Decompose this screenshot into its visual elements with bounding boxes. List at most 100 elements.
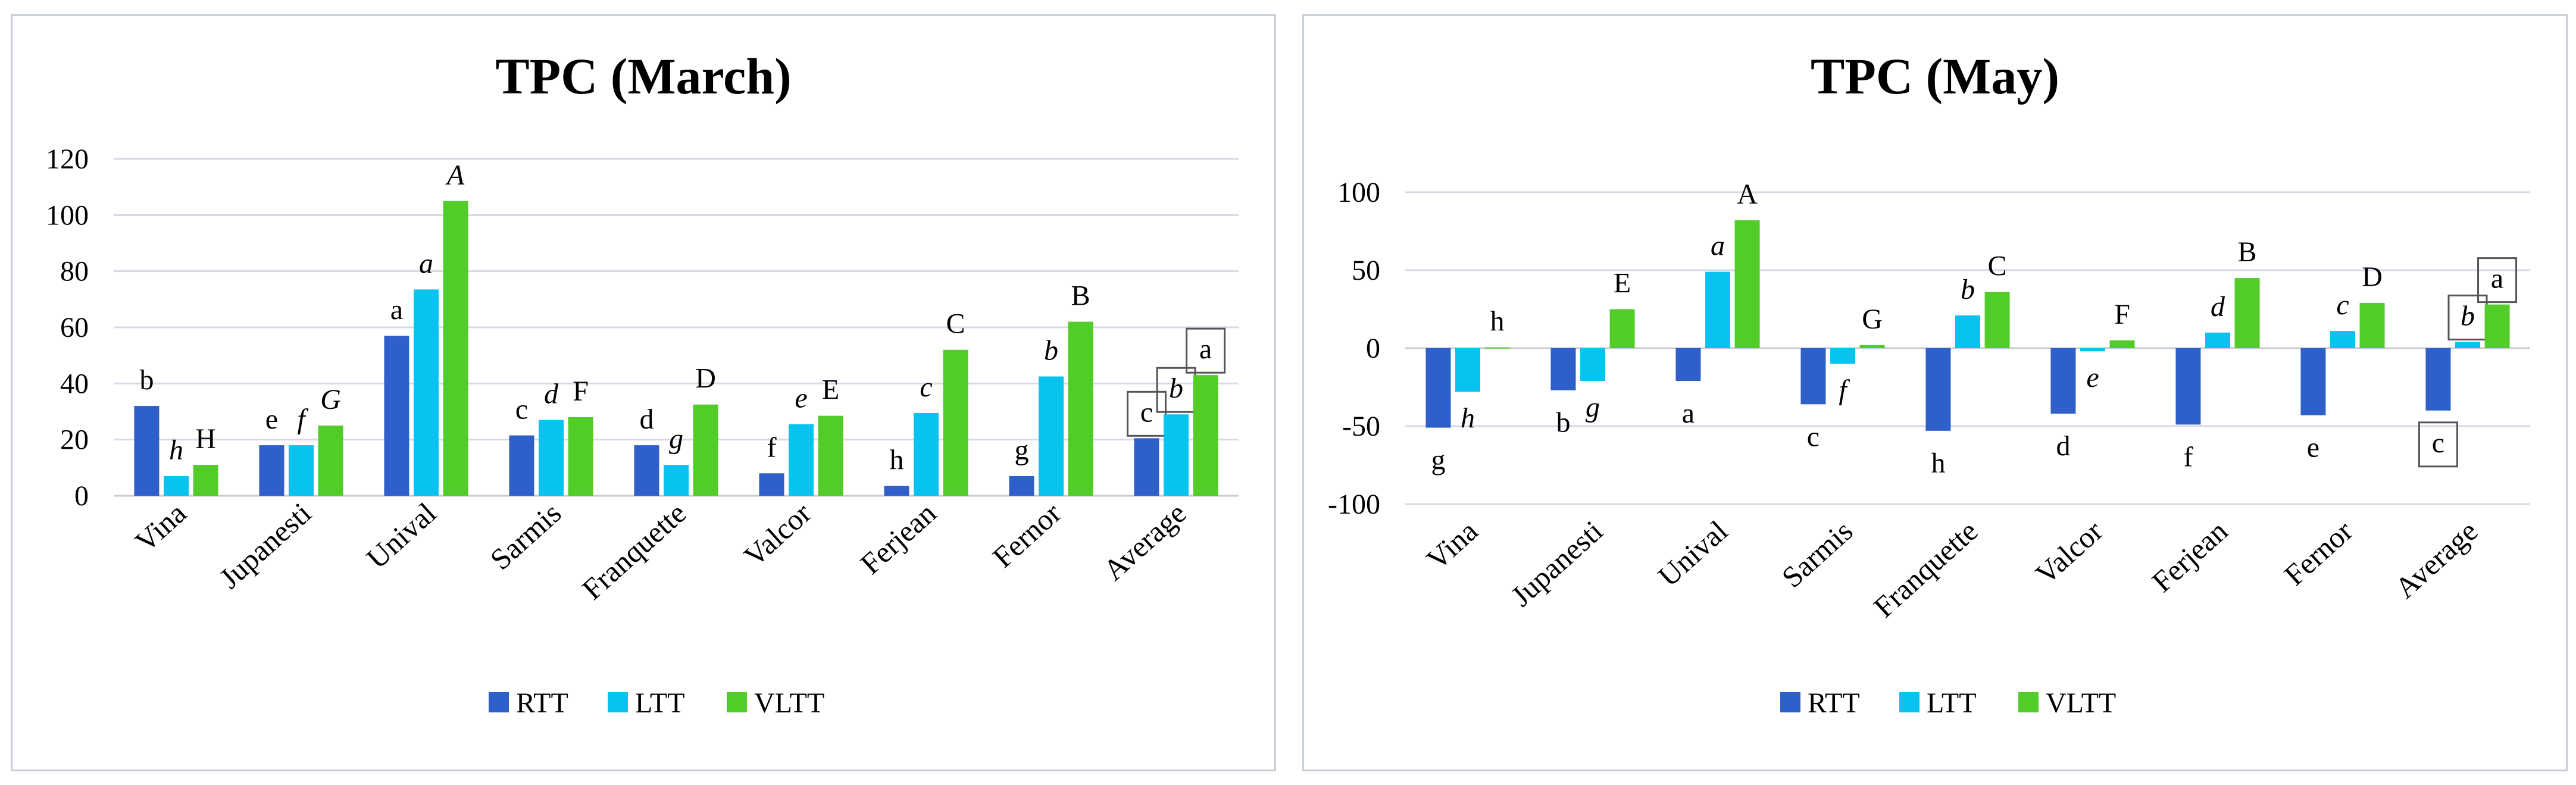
bar-vltt (1068, 321, 1093, 496)
y-tick-label: 0 (74, 480, 89, 512)
y-tick-label: 80 (60, 256, 89, 287)
significance-letter: h (889, 444, 904, 476)
bar-ltt (914, 412, 939, 496)
bar-ltt (1039, 376, 1064, 496)
legend-label-rtt: RTT (516, 687, 568, 719)
y-tick-label: 100 (46, 199, 89, 231)
bar-vltt (193, 465, 218, 496)
x-category-label: Unival (1652, 514, 1734, 593)
significance-letter: g (1431, 445, 1445, 476)
x-category-label: Franquette (1867, 514, 1984, 624)
bar-vltt (568, 417, 593, 496)
bar-vltt (2109, 340, 2135, 348)
bar-rtt (759, 473, 784, 496)
bar-ltt (2330, 331, 2355, 348)
bar-rtt (134, 406, 160, 496)
legend-swatch-rtt (1780, 692, 1800, 712)
significance-letter: D (695, 363, 716, 395)
significance-letter: c (2432, 427, 2444, 459)
x-category-label: Franquette (576, 496, 692, 606)
bar-ltt (1580, 348, 1605, 381)
x-category-label: Sarmis (484, 496, 568, 577)
bar-ltt (2205, 332, 2230, 348)
significance-letter: d (639, 404, 654, 435)
bar-vltt (1484, 347, 1510, 349)
significance-letter: f (2183, 441, 2193, 473)
x-category-label: Sarmis (1775, 514, 1859, 595)
legend-label-vltt: VLTT (754, 687, 824, 719)
significance-letter: A (445, 159, 465, 191)
significance-letter: e (2307, 432, 2319, 464)
significance-letter: C (1988, 251, 2007, 282)
significance-letter: c (1140, 396, 1153, 428)
significance-letter: a (390, 294, 403, 326)
letter-box (2418, 421, 2458, 468)
significance-letter: G (1862, 304, 1883, 335)
significance-letter: b (1044, 335, 1058, 367)
x-category-label: Ferjean (854, 496, 942, 581)
y-tick-label: -50 (1342, 411, 1380, 442)
bar-rtt (1675, 348, 1701, 381)
y-tick-label: 20 (60, 424, 89, 456)
significance-letter: f (767, 431, 776, 463)
y-tick-label: 60 (60, 312, 89, 343)
significance-letter: D (2362, 261, 2383, 293)
bar-vltt (318, 426, 343, 496)
x-category-label: Unival (360, 496, 443, 576)
bar-rtt (384, 336, 409, 496)
significance-letter: c (515, 394, 528, 426)
x-category-label: Ferjean (2145, 514, 2234, 599)
bar-vltt (2359, 303, 2385, 348)
bar-rtt (509, 435, 534, 496)
legend-label-ltt: LTT (1927, 687, 1977, 719)
letter-box (2477, 257, 2518, 304)
significance-letter: h (1490, 306, 1505, 337)
y-tick-label: 50 (1352, 255, 1380, 286)
bar-rtt (2050, 348, 2076, 414)
bar-ltt (1955, 315, 1980, 348)
significance-letter: b (1961, 274, 1975, 305)
significance-letter: h (1461, 402, 1475, 434)
chart-panel-march: TPC (March) 0 20 40 60 80 100 120 b e a c d f h g c h f a d… (11, 14, 1276, 771)
bar-rtt (1800, 348, 1826, 405)
significance-letter: G (320, 384, 341, 415)
x-category-label: Vina (129, 496, 192, 559)
significance-letter: a (2491, 263, 2503, 295)
significance-letter: f (297, 404, 308, 435)
legend-label-ltt: LTT (635, 687, 685, 719)
x-category-label: Average (2389, 514, 2484, 605)
legend-swatch-vltt (727, 692, 747, 712)
x-category-label: Average (1097, 496, 1193, 587)
y-tick-label: 100 (1337, 177, 1380, 208)
legend-label-vltt: VLTT (2046, 687, 2116, 719)
legend-label-rtt: RTT (1808, 687, 1860, 719)
bar-vltt (1859, 345, 1885, 348)
significance-letter: h (169, 434, 183, 466)
significance-letter: h (1931, 448, 1945, 479)
bar-rtt (1009, 476, 1034, 496)
significance-letter: F (573, 376, 589, 407)
significance-letter: E (822, 374, 839, 406)
significance-letter: c (1807, 421, 1820, 452)
bar-ltt (164, 476, 189, 496)
significance-letter: g (1586, 392, 1600, 423)
x-category-label: Valcor (737, 496, 818, 573)
significance-letter: a (1199, 333, 1212, 365)
bar-rtt (634, 445, 659, 496)
bar-rtt (1550, 348, 1576, 390)
significance-letter: H (195, 423, 216, 455)
bar-vltt (1984, 292, 2010, 348)
significance-letter: a (1711, 230, 1725, 262)
bar-vltt (2484, 304, 2510, 348)
significance-letter: e (265, 404, 278, 435)
bar-ltt (414, 289, 439, 496)
x-category-label: Fernor (2278, 514, 2359, 592)
bar-ltt (289, 445, 314, 496)
y-tick-label: 0 (1366, 333, 1380, 364)
bar-vltt (2234, 278, 2260, 348)
bar-rtt (2425, 348, 2451, 411)
x-category-label: Fernor (986, 496, 1068, 574)
significance-letter: B (1071, 280, 1090, 312)
bar-vltt (1609, 309, 1635, 348)
